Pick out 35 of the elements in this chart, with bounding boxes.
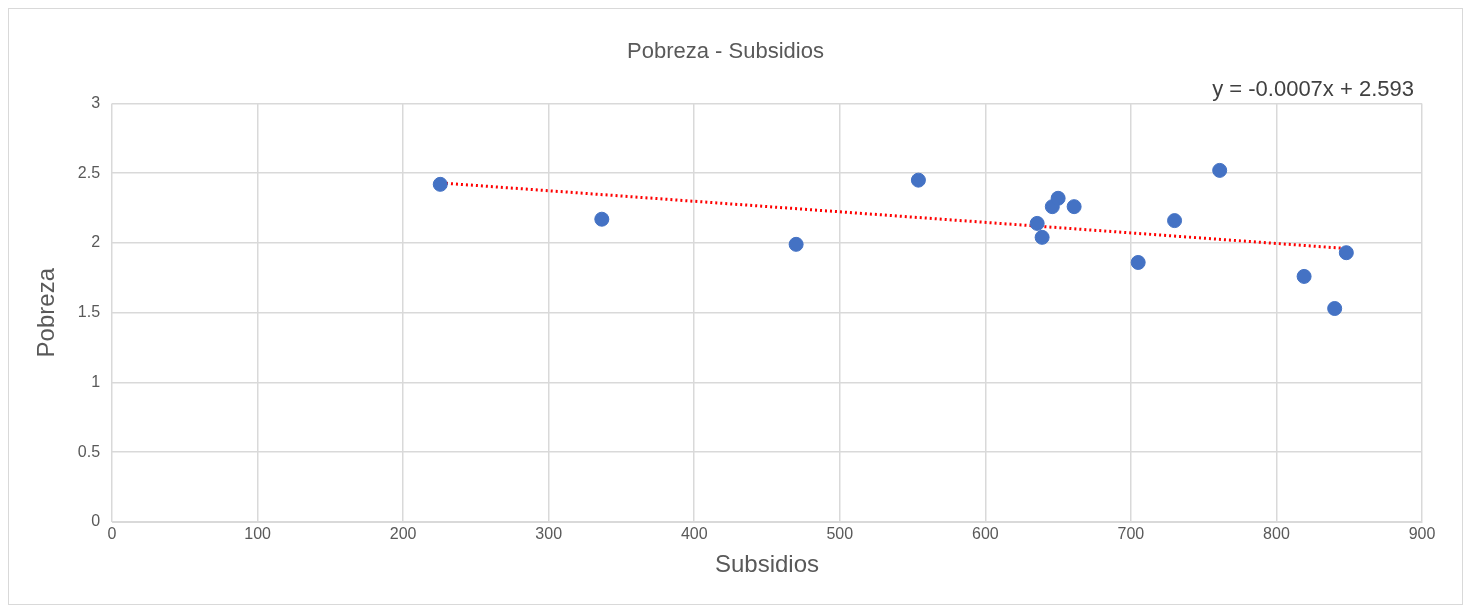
point <box>1327 301 1343 317</box>
x-tick-label: 100 <box>244 525 272 543</box>
point <box>1034 229 1050 245</box>
y-tick-label: 3 <box>91 93 101 111</box>
y-tick-label: 1.5 <box>77 303 101 321</box>
x-tick-label: 500 <box>826 525 854 543</box>
x-tick-label: 900 <box>1408 525 1436 543</box>
point <box>594 211 610 227</box>
y-tick-label: 1 <box>91 372 101 390</box>
y-tick-label: 2.5 <box>77 163 101 181</box>
x-tick-label: 700 <box>1117 525 1145 543</box>
x-tick-label: 400 <box>680 525 708 543</box>
x-tick-label: 600 <box>972 525 999 543</box>
x-tick-label: 0 <box>107 525 117 543</box>
point <box>432 176 448 192</box>
point <box>1212 162 1228 178</box>
point <box>788 236 804 252</box>
y-axis-title: Pobreza <box>32 267 60 358</box>
x-tick-label: 300 <box>535 525 563 543</box>
y-tick-label: 0.5 <box>77 442 101 460</box>
y-tick-label: 2 <box>91 233 101 251</box>
text: y = -0.0007x + 2.593 <box>1212 76 1414 102</box>
point <box>1167 213 1183 229</box>
x-axis-title: Subsidios <box>714 550 820 578</box>
point <box>1338 245 1354 261</box>
x-tick-label: 200 <box>389 525 417 543</box>
point <box>1296 268 1312 284</box>
x-tick-label: 800 <box>1263 525 1290 543</box>
point <box>1050 190 1066 206</box>
y-tick-label: 0 <box>91 512 101 530</box>
point <box>1029 215 1045 231</box>
point <box>910 172 926 188</box>
chart-title: Pobreza - Subsidios <box>627 38 824 64</box>
point <box>1066 199 1082 215</box>
point <box>1130 254 1146 270</box>
